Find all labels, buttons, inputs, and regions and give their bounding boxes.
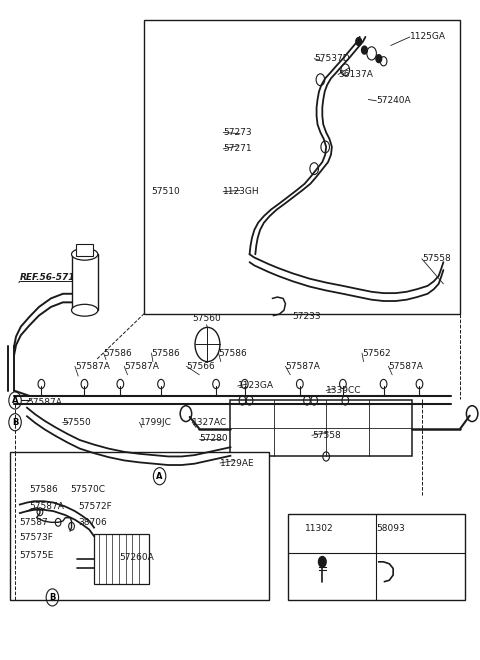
Text: 57233: 57233 [293,312,321,321]
Text: 1129AE: 1129AE [220,459,254,467]
Text: 57558: 57558 [422,254,451,263]
Text: 57572F: 57572F [78,502,112,511]
Text: 1125GA: 1125GA [410,32,446,42]
Text: 57586: 57586 [104,348,132,358]
Text: 57586: 57586 [152,348,180,358]
Text: 1339CC: 1339CC [326,386,361,395]
Text: 57560: 57560 [192,314,221,323]
Text: 57260A: 57260A [120,552,154,562]
Text: 57573F: 57573F [19,533,53,542]
Text: 57587A: 57587A [124,362,159,371]
Text: 57587A: 57587A [27,398,62,407]
Text: 57566: 57566 [186,362,215,371]
Ellipse shape [72,304,98,316]
Text: 57586: 57586 [218,348,247,358]
Text: A: A [156,472,163,480]
Bar [144,20,460,313]
Text: 57575E: 57575E [19,550,53,560]
Text: 57587A: 57587A [286,362,320,371]
Circle shape [376,55,382,63]
Circle shape [319,556,326,567]
Bar [230,401,412,457]
Ellipse shape [72,248,98,260]
Text: 56137A: 56137A [338,70,373,79]
Text: B: B [12,418,18,427]
Text: REF.56-571: REF.56-571 [20,273,75,282]
Circle shape [356,38,361,46]
Text: 57587A: 57587A [75,362,110,371]
Text: 57550: 57550 [62,418,91,427]
Text: 57587A: 57587A [29,502,64,511]
Text: 1123GH: 1123GH [223,187,260,196]
Text: 57558: 57558 [312,431,340,440]
Text: 57587A: 57587A [388,362,423,371]
Text: 57537D: 57537D [314,54,350,63]
Text: 57587: 57587 [19,518,48,527]
Bar [288,514,465,600]
Text: 57240A: 57240A [376,96,411,106]
Text: B: B [49,593,56,602]
Text: 57510: 57510 [152,187,180,196]
Text: 57280: 57280 [199,434,228,443]
Text: 57586: 57586 [29,485,58,494]
Text: A: A [12,396,18,405]
Text: 57562: 57562 [362,348,391,358]
Text: 57570C: 57570C [70,485,105,494]
Bar [72,254,98,310]
Bar [76,244,93,255]
Text: 1123GA: 1123GA [238,381,274,391]
Text: 57273: 57273 [223,128,252,137]
Text: 38706: 38706 [78,518,107,527]
Text: 1799JC: 1799JC [140,418,171,427]
Text: 11302: 11302 [305,525,333,533]
Circle shape [361,46,367,54]
Text: 58093: 58093 [376,525,405,533]
Bar [94,534,149,583]
Text: 1327AC: 1327AC [192,418,227,427]
Text: 57271: 57271 [223,145,252,153]
Bar [10,452,269,600]
